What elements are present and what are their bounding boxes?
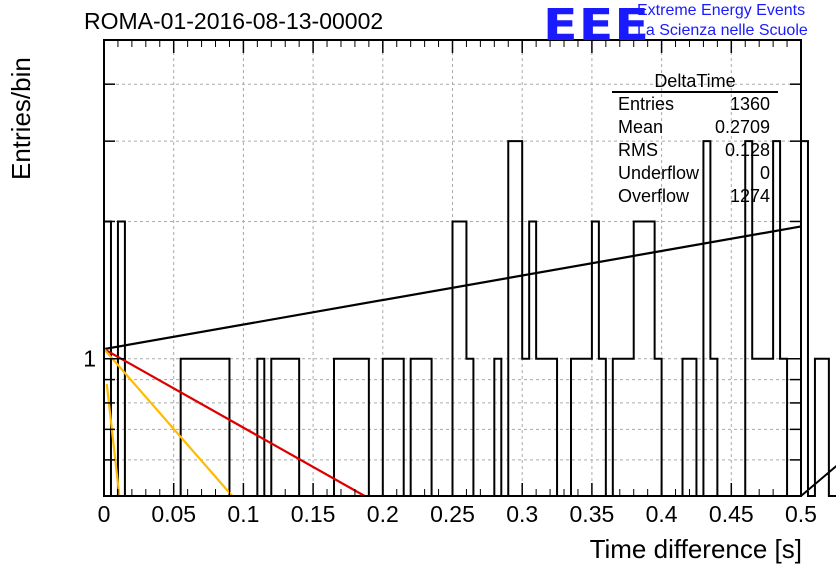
stats-key: RMS xyxy=(618,140,658,160)
stats-row: RMS 0.128 xyxy=(612,139,778,162)
x-tick-label: 0.15 xyxy=(291,501,336,527)
stats-box: DeltaTime Entries 1360 Mean 0.2709 RMS 0.12… xyxy=(612,72,778,208)
fit-line xyxy=(103,348,366,497)
stats-title: DeltaTime xyxy=(612,72,778,93)
x-tick-label: 0.35 xyxy=(570,501,615,527)
x-tick-label: 0.45 xyxy=(709,501,754,527)
x-tick-label: 0.2 xyxy=(367,501,399,527)
stats-key: Underflow xyxy=(618,163,700,183)
tick-labels: 0 0.05 0.1 0.15 0.2 0.25 0.3 0.35 0.4 0.45 0.5 1 xyxy=(83,346,817,527)
x-tick-label: 0.05 xyxy=(151,501,196,527)
stats-key: Entries xyxy=(618,94,675,114)
stats-row: Entries 1360 xyxy=(612,93,778,116)
stats-value: 0 xyxy=(759,163,770,183)
y-axis-label: Entries/bin xyxy=(6,57,36,180)
fit-lines xyxy=(103,225,802,497)
page-title: ROMA-01-2016-08-13-00002 xyxy=(84,8,384,34)
stats-row: Underflow 0 xyxy=(612,162,778,185)
fit-line xyxy=(103,348,234,497)
stats-row: Overflow 1274 xyxy=(612,185,778,208)
x-tick-label: 0.5 xyxy=(785,501,817,527)
eee-logo-icon: EEE xyxy=(543,0,651,51)
stats-value: 1360 xyxy=(729,94,770,114)
fit-line xyxy=(103,225,802,351)
stats-key: Mean xyxy=(618,117,664,137)
stats-value: 1274 xyxy=(729,186,770,206)
stats-value: 0.128 xyxy=(724,140,770,160)
x-tick-label: 0.4 xyxy=(646,501,678,527)
x-tick-label: 0 xyxy=(98,501,111,527)
stats-row: Mean 0.2709 xyxy=(612,116,778,139)
logo-text-line1: Extreme Energy Events xyxy=(637,2,806,19)
x-tick-label: 0.1 xyxy=(227,501,259,527)
x-axis-label: Time difference [s] xyxy=(589,534,802,564)
y-tick-label: 1 xyxy=(83,346,96,372)
stats-value: 0.2709 xyxy=(714,117,770,137)
x-tick-label: 0.25 xyxy=(430,501,475,527)
axis-ticks xyxy=(103,39,802,496)
x-tick-label: 0.3 xyxy=(506,501,538,527)
stats-key: Overflow xyxy=(618,186,690,206)
logo-text-line2: La Scienza nelle Scuole xyxy=(637,22,808,39)
